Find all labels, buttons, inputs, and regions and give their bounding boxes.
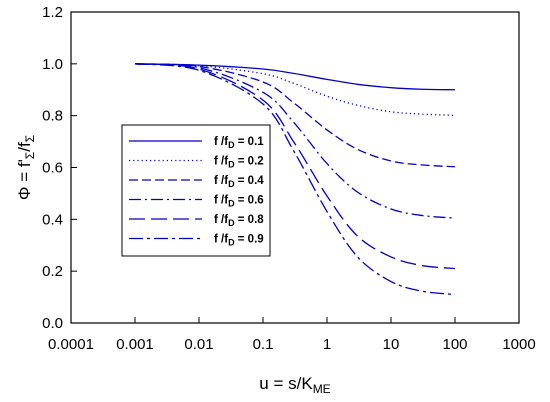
legend-label: f /fD = 0.9: [214, 234, 264, 248]
legend-label: f /fD = 0.1: [214, 136, 264, 150]
y-tick-label: 0.0: [42, 315, 63, 332]
x-tick-label: 1000: [502, 336, 535, 353]
series-line-1: [134, 63, 456, 91]
series-line-2: [134, 63, 456, 117]
legend-box: [121, 124, 271, 257]
series-line-5: [134, 63, 456, 270]
legend-label: f /fD = 0.6: [214, 195, 264, 209]
x-tick-label: 0.1: [253, 336, 274, 353]
y-axis-title: Φ = f'Σ/fΣ: [15, 135, 37, 200]
y-tick-label: 1.2: [42, 4, 63, 21]
legend-label: f /fD = 0.4: [214, 175, 264, 189]
x-axis-title: u = s/KME: [259, 374, 330, 396]
x-tick-label: 1: [323, 336, 331, 353]
y-tick-label: 0.4: [42, 211, 63, 228]
x-tick-label: 0.001: [116, 336, 154, 353]
y-tick-label: 0.8: [42, 108, 63, 125]
x-tick-label: 0.01: [184, 336, 213, 353]
legend: f /fD = 0.1 f /fD = 0.2 f /fD = 0.4 f /fD =…: [121, 124, 271, 257]
series-line-4: [134, 63, 456, 219]
series-line-6: [134, 63, 456, 296]
legend-label: f /fD = 0.8: [214, 214, 264, 228]
legend-label: f /fD = 0.2: [214, 156, 264, 170]
series-line-3: [134, 63, 456, 168]
x-axis: 0.0001 0.001 0.01 0.1 1 10 100 1000: [48, 317, 536, 353]
y-tick-label: 0.2: [42, 263, 63, 280]
y-tick-label: 1.0: [42, 56, 63, 73]
x-tick-label: 10: [383, 336, 400, 353]
x-tick-label: 100: [442, 336, 467, 353]
series-lines: [134, 63, 456, 296]
y-tick-label: 0.6: [42, 160, 63, 177]
x-tick-label: 0.0001: [48, 336, 94, 353]
y-axis: 0.0 0.2 0.4 0.6 0.8 1.0 1.2: [42, 4, 77, 332]
